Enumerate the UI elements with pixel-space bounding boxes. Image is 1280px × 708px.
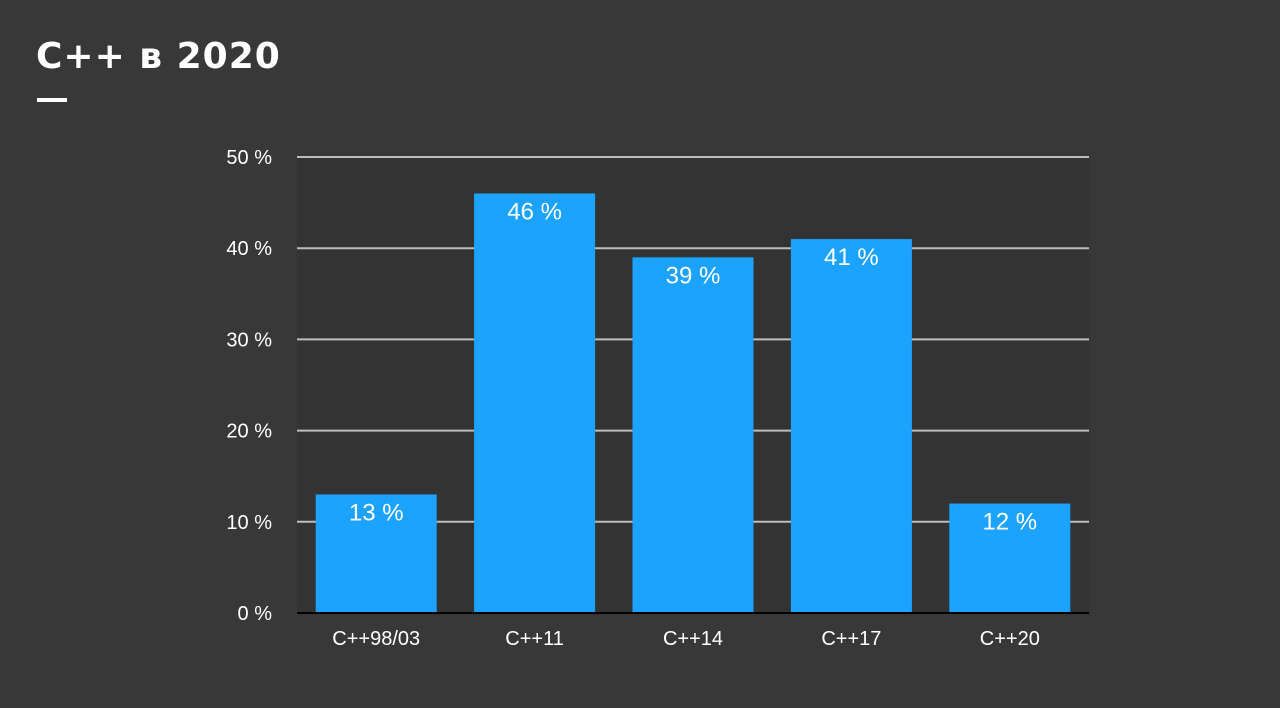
y-tick-label: 0 % [238, 603, 273, 625]
data-label: 13 % [349, 499, 404, 526]
bars [315, 193, 1071, 614]
category-labels: C++98/03 C++11 C++14 C++17 C++20 [332, 628, 1040, 650]
bar [474, 193, 596, 614]
title-underline [37, 98, 67, 102]
data-labels: 13 % 46 % 39 % 41 % 12 % [349, 198, 1037, 535]
bar [632, 257, 754, 613]
y-tick-labels: 0 % 10 % 20 % 30 % 40 % 50 % [226, 147, 272, 625]
data-label: 12 % [982, 509, 1037, 536]
y-tick-label: 40 % [226, 238, 272, 260]
bar [790, 239, 912, 613]
category-label: C++17 [821, 628, 881, 650]
data-label: 39 % [666, 262, 721, 289]
bar [949, 503, 1071, 613]
bar [315, 494, 437, 613]
category-label: C++14 [663, 628, 723, 650]
data-label: 46 % [507, 198, 562, 225]
y-tick-label: 10 % [226, 512, 272, 534]
y-tick-label: 50 % [226, 147, 272, 169]
category-label: C++98/03 [332, 628, 420, 650]
y-tick-label: 20 % [226, 421, 272, 443]
category-label: C++20 [980, 628, 1040, 650]
slide-title: C++ в 2020 [36, 36, 281, 77]
category-label: C++11 [505, 628, 564, 650]
y-tick-label: 30 % [226, 329, 272, 351]
data-label: 41 % [824, 244, 879, 271]
